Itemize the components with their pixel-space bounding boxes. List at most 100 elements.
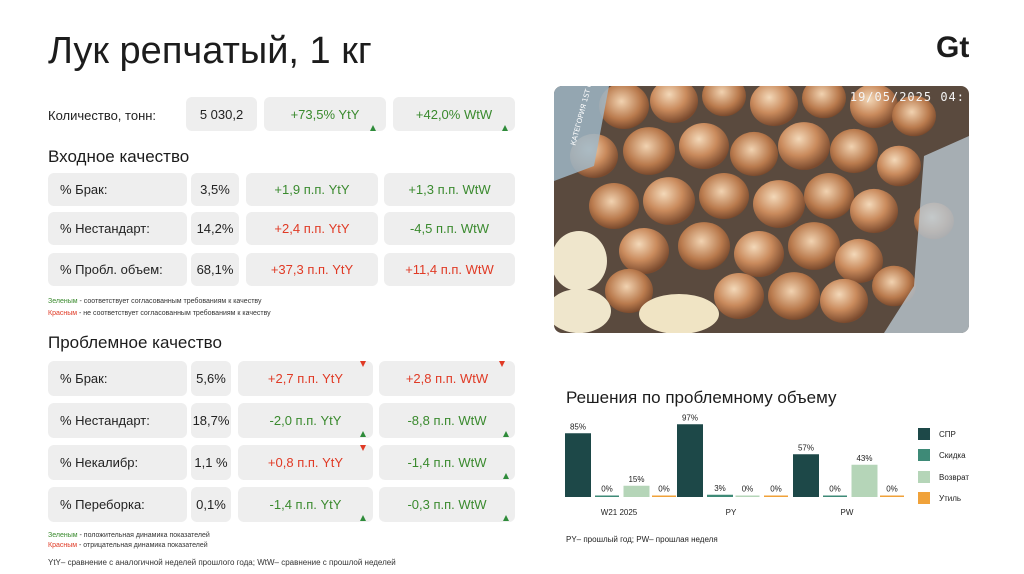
onion-shape [702,86,746,117]
problem-row-wtw-up-icon [503,515,509,521]
bar-Возврат [735,495,760,497]
quantity-yty-up-icon [370,125,376,131]
onion-shape [877,145,921,187]
onion-shape [788,222,840,270]
bar-Утиль [652,495,676,497]
onion-shape [734,231,784,277]
quantity-yty: +73,5% YtY [264,97,386,131]
incoming-note-red: Красным - не соответствует согласованным… [48,310,271,317]
incoming-row-yty: +37,3 п.п. YtY [246,253,378,286]
bar-Утиль [880,495,904,497]
note-red-word: Красным [48,310,78,317]
page-title: Лук репчатый, 1 кг [48,30,372,72]
onion-shape [589,183,639,229]
problem-note-green: Зеленым - положительная динамика показат… [48,532,210,539]
bar-value-label: 0% [742,485,754,494]
problem-row-wtw-down-icon [499,361,505,367]
bar-value-label: 97% [682,413,698,422]
onion-shape [605,268,653,314]
category-label: W21 2025 [601,508,638,517]
incoming-row-value: 14,2% [191,212,239,245]
incoming-row-wtw: +1,3 п.п. WtW [384,173,515,206]
problem-row-yty-down-icon [360,445,366,451]
onion-shape [872,265,916,307]
incoming-row-label: % Брак: [48,173,187,206]
bar-value-label: 0% [658,485,670,494]
bar-Возврат [623,485,650,497]
problem-row-label: % Некалибр: [48,445,187,480]
legend-item: Утиль [918,492,961,504]
onion-shape [820,278,868,324]
onion-shape [753,180,805,228]
incoming-row-value: 3,5% [191,173,239,206]
onion-shape [778,122,830,170]
bar-value-label: 85% [570,422,586,431]
note-red-text: - отрицательная динамика показателей [77,542,208,549]
onion-shape [730,131,778,177]
onion-shape [750,86,798,127]
onion-shape [619,228,669,274]
onion-shape [599,86,649,129]
incoming-row-label: % Нестандарт: [48,212,187,245]
bar-value-label: 57% [798,443,814,452]
legend-item: Скидка [918,449,966,461]
bar-value-label: 0% [770,485,782,494]
onion-shape [699,173,749,219]
onion-shape [850,86,898,129]
onion-shape [714,273,764,319]
incoming-row-wtw: -4,5 п.п. WtW [384,212,515,245]
bar-value-label: 0% [601,485,613,494]
onion-shape [679,123,729,169]
problem-row-yty: -1,4 п.п. YtY [238,487,373,522]
problem-row-wtw: +2,8 п.п. WtW [379,361,515,396]
bar-СПР [677,424,703,497]
problem-row-label: % Нестандарт: [48,403,187,438]
problem-row-label: % Брак: [48,361,187,396]
incoming-row-yty: +2,4 п.п. YtY [246,212,378,245]
problem-row-yty: +0,8 п.п. YtY [238,445,373,480]
onion-shape [830,128,878,174]
legend-item: СПР [918,428,956,440]
comparison-footnote: YtY– сравнение с аналогичной неделей про… [48,558,396,567]
onion-shape [768,272,820,320]
problem-row-value: 1,1 % [191,445,231,480]
legend-swatch [918,449,930,461]
logo-text: Gt [936,31,969,62]
bar-Скидка [823,495,847,497]
category-label: PW [841,508,854,517]
gt-logo: Gt [936,31,969,62]
legend-item: Возврат [918,471,969,483]
note-green-text: - положительная динамика показателей [77,532,210,539]
incoming-quality-title: Входное качество [48,147,190,166]
bar-Скидка [595,495,619,497]
bar-value-label: 43% [856,454,872,463]
incoming-row-label: % Пробл. объем: [48,253,187,286]
legend-label: Возврат [939,472,969,482]
legend-label: Скидка [939,450,966,460]
problem-row-yty: -2,0 п.п. YtY [238,403,373,438]
legend-swatch [918,492,930,504]
problem-row-label: % Переборка: [48,487,187,522]
onion-shape [892,95,936,137]
note-green-text: - соответствует согласованным требования… [77,298,262,305]
decisions-chart: 85% 0% 15% 0% W21 2025 97% 3% 0% 0% PY 57% 0% 43% 0% P… [565,413,904,517]
note-green-word: Зеленым [48,298,78,305]
legend-label: СПР [939,429,956,439]
onion-photo: КАТЕГОРИЯ 1ST CATEGORY 19/05/2025 04: [554,86,969,333]
problem-row-value: 0,1% [191,487,231,522]
bar-СПР [565,433,591,497]
problem-row-yty-down-icon [360,361,366,367]
bar-value-label: 0% [886,485,898,494]
bar-value-label: 0% [829,485,841,494]
onion-shape [623,127,675,175]
photo-timestamp: 19/05/2025 04: [849,90,965,104]
incoming-row-yty: +1,9 п.п. YtY [246,173,378,206]
problem-row-wtw: -0,3 п.п. WtW [379,487,515,522]
incoming-note-green: Зеленым - соответствует согласованным тр… [48,298,261,305]
bar-value-label: 15% [628,475,644,484]
problem-quality-title: Проблемное качество [48,333,222,352]
problem-row-wtw: -8,8 п.п. WtW [379,403,515,438]
incoming-row-value: 68,1% [191,253,239,286]
problem-row-yty-up-icon [360,515,366,521]
incoming-row-wtw: +11,4 п.п. WtW [384,253,515,286]
